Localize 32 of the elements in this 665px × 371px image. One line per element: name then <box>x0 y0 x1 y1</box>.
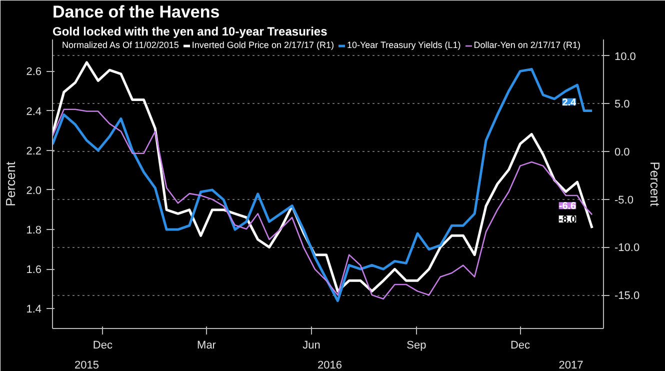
data-label: 2.4 <box>562 97 577 108</box>
y2-tick-label: -5.0 <box>614 194 634 206</box>
x-tick-label: Mar <box>197 340 216 352</box>
text: 2017 <box>558 360 584 371</box>
y-tick-label: 2.2 <box>26 145 42 158</box>
y2-tick-label: 0.0 <box>614 146 630 158</box>
legend-label: Inverted Gold Price on 2/17/17 (R1) <box>192 40 334 50</box>
x-tick-label: Dec <box>510 340 531 352</box>
y2-tick-label: 10.0 <box>614 50 636 63</box>
y-tick-label: 2.0 <box>26 184 42 197</box>
y2-axis-title: Percent <box>648 162 663 207</box>
legend-label: Dollar-Yen on 2/17/17 (R1) <box>474 40 580 50</box>
y-tick-label: 1.8 <box>26 224 42 237</box>
y2-tick-label: -10.0 <box>614 242 640 254</box>
line-series <box>52 108 593 300</box>
y-tick-label: 2.4 <box>26 106 42 118</box>
x-tick-label: Dec <box>92 340 113 352</box>
y-axis-title: Percent <box>3 161 18 206</box>
y-tick-label: 1.4 <box>26 304 42 316</box>
y2-tick-label: 5.0 <box>614 98 630 111</box>
text: 2015 <box>74 360 99 371</box>
chart-title: Dance of the Havens <box>52 2 220 22</box>
y-tick-label: 1.6 <box>26 264 42 276</box>
chart-subtitle: Gold locked with the yen and 10-year Treasuries <box>52 24 328 38</box>
text: 2016 <box>317 360 342 371</box>
y2-tick-label: -15.0 <box>614 290 640 302</box>
data-label: -8.0 <box>558 214 577 226</box>
x-tick-label: Jun <box>302 340 320 352</box>
y-tick-label: 2.6 <box>26 66 42 78</box>
x-tick-label: Sep <box>406 340 426 352</box>
legend-label: 10-Year Treasury Yields (L1) <box>346 40 461 50</box>
legend-title: Normalized As Of 11/02/2015 <box>62 40 179 50</box>
